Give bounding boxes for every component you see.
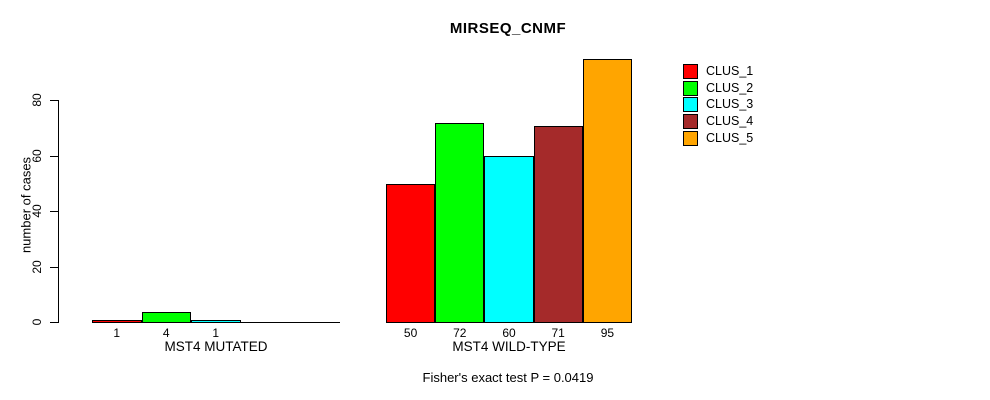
bar-clus_5 xyxy=(583,59,632,323)
y-tick-mark xyxy=(50,267,59,268)
legend-swatch-clus-5 xyxy=(683,130,698,146)
bar-clus_2 xyxy=(435,123,484,323)
bar-value-label: 4 xyxy=(162,326,170,340)
bar-clus_2 xyxy=(142,312,191,323)
legend-swatch-clus-4 xyxy=(683,114,698,130)
y-tick-label: 60 xyxy=(30,149,44,163)
bar-clus_4 xyxy=(534,126,583,323)
y-tick-label: 40 xyxy=(30,204,44,218)
legend-swatch-clus-3 xyxy=(683,97,698,113)
bar-clus_1 xyxy=(386,184,435,323)
bar-value-label: 50 xyxy=(403,326,418,340)
y-tick-mark xyxy=(50,322,59,323)
y-tick-label: 80 xyxy=(30,93,44,107)
legend-item: CLUS_2 xyxy=(683,80,754,96)
legend-item: CLUS_5 xyxy=(683,130,754,146)
legend-item: CLUS_1 xyxy=(683,64,753,79)
bar-value-label: 60 xyxy=(502,326,516,340)
legend-label: CLUS_3 xyxy=(706,97,754,112)
bar-clus_1 xyxy=(92,320,142,323)
legend-label: CLUS_4 xyxy=(706,114,754,129)
legend-label: CLUS_2 xyxy=(706,80,754,95)
legend-swatch-clus-1 xyxy=(683,64,698,79)
bar-clus_3 xyxy=(191,320,241,323)
legend: CLUS_1 CLUS_2 CLUS_3 CLUS_4 CLUS_5 xyxy=(683,64,753,147)
y-tick-mark xyxy=(50,156,59,157)
bar-clus_3 xyxy=(484,156,534,323)
legend-swatch-clus-2 xyxy=(683,80,698,96)
y-tick-label: 0 xyxy=(30,318,44,326)
y-tick-label: 20 xyxy=(30,260,44,274)
bar-value-label: 1 xyxy=(113,326,121,340)
legend-label: CLUS_1 xyxy=(706,64,754,78)
y-tick-mark xyxy=(50,211,59,212)
bar-value-label: 72 xyxy=(453,326,467,340)
chart-title: MIRSEQ_CNMF xyxy=(449,20,567,37)
x-axis-label-mutated: MST4 MUTATED xyxy=(164,339,268,354)
bar-value-label: 71 xyxy=(551,326,565,340)
pvalue-annotation: Fisher's exact test P = 0.0419 xyxy=(422,370,594,385)
x-axis-label-wild-type: MST4 WILD-TYPE xyxy=(452,339,566,354)
legend-label: CLUS_5 xyxy=(706,130,754,145)
bar-value-label: 1 xyxy=(212,326,220,340)
y-tick-mark xyxy=(50,100,59,101)
bar-value-label: 95 xyxy=(600,326,615,340)
legend-item: CLUS_4 xyxy=(683,114,754,130)
legend-item: CLUS_3 xyxy=(683,97,754,113)
